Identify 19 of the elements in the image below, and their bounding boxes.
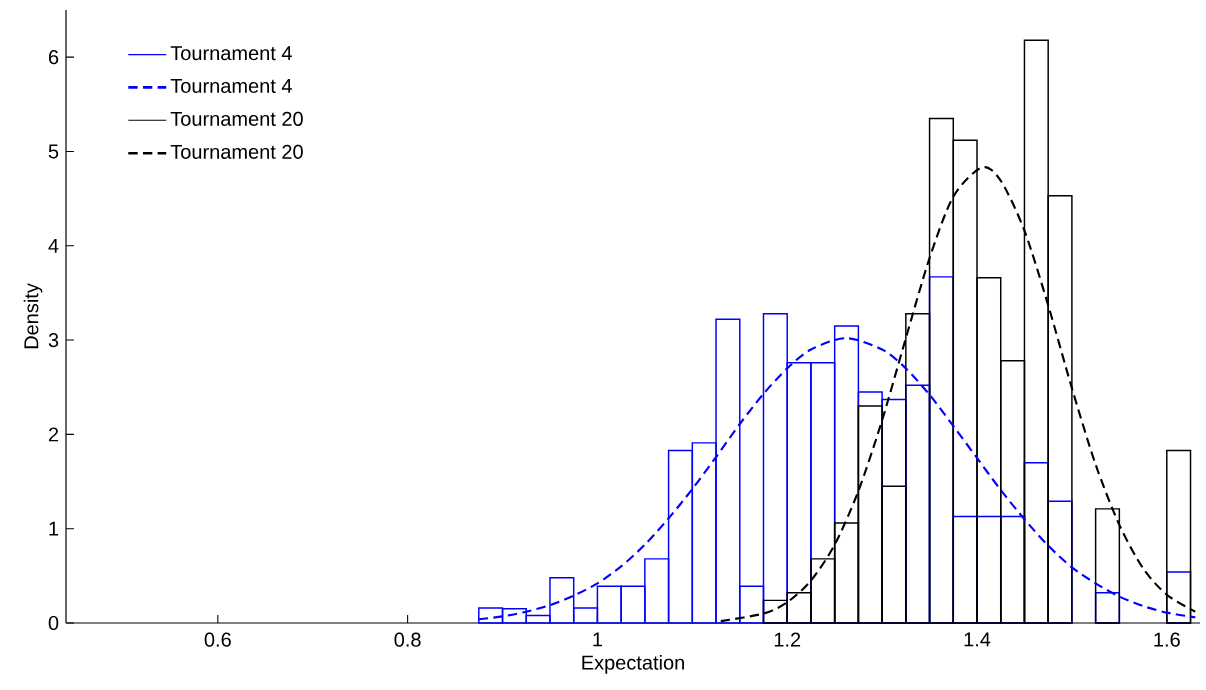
- x-axis-title: Expectation: [582, 655, 684, 674]
- x-tick-label: 1.6: [1154, 632, 1180, 647]
- x-tick-label: 0.8: [394, 632, 421, 647]
- y-tick-label: 1: [49, 521, 59, 536]
- y-tick-label: 5: [48, 144, 59, 159]
- y-tick-label: 0: [48, 615, 59, 631]
- legend-label: Tournament 4: [170, 79, 292, 93]
- legend-label: Tournament 20: [170, 111, 303, 126]
- legend-label: Tournament 20: [170, 144, 303, 159]
- y-axis-title: Density: [23, 283, 43, 349]
- y-tick-label: 4: [48, 238, 59, 253]
- y-tick-label: 2: [48, 427, 59, 442]
- y-tick-label: 6: [48, 50, 59, 65]
- y-tick-label: 3: [48, 332, 59, 348]
- x-tick-label: 1.4: [964, 632, 991, 647]
- x-tick-label: 0.6: [204, 632, 231, 647]
- x-tick-label: 1: [593, 632, 602, 647]
- legend-label: Tournament 4: [170, 46, 292, 61]
- x-tick-label: 1.2: [774, 632, 801, 647]
